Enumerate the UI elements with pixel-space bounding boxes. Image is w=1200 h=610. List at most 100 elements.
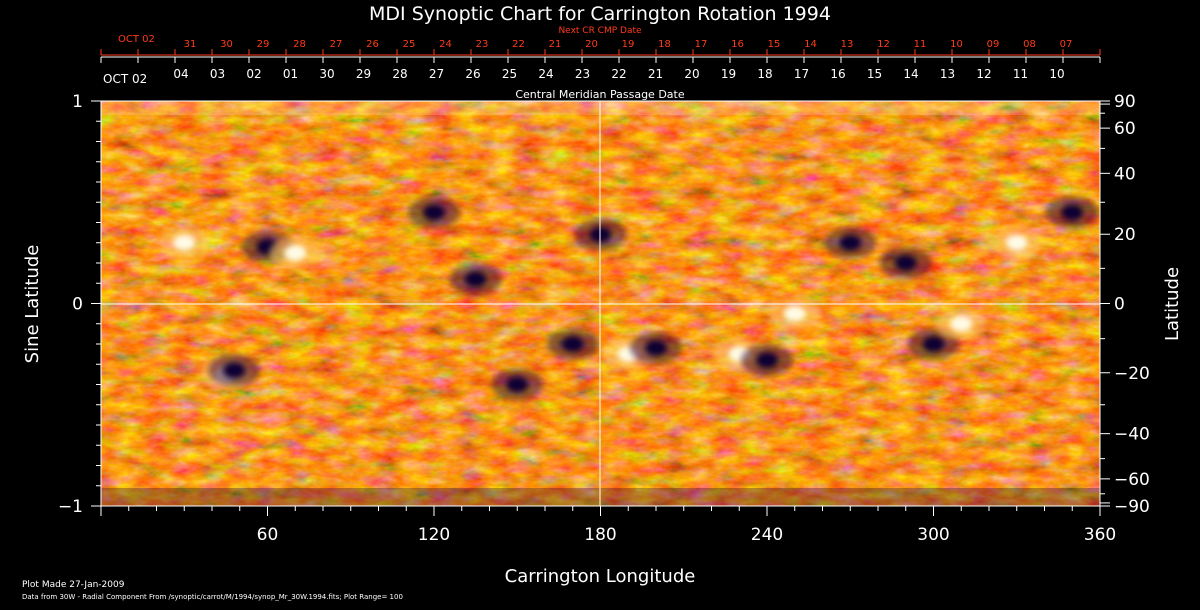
cmp-date: 23 xyxy=(575,67,590,81)
next-cmp-date: 08 xyxy=(1023,39,1036,50)
cmp-date: 15 xyxy=(867,67,882,81)
cmp-date: 13 xyxy=(940,67,955,81)
next-cmp-date: 24 xyxy=(439,39,452,50)
top-axis-next-cmp: OCT 02 31 30 29 28 27 26 25 24 23 22 21 20 19 18 17 16 15… xyxy=(100,34,1101,56)
chart-title: MDI Synoptic Chart for Carrington Rotati… xyxy=(369,3,831,25)
x-axis-title: Carrington Longitude xyxy=(505,566,696,587)
active-region-positive xyxy=(173,234,196,251)
active-region-positive xyxy=(783,305,806,322)
y-right-tick-label: 40 xyxy=(1114,164,1136,184)
cmp-date: 03 xyxy=(210,67,225,81)
cmp-date: 11 xyxy=(1013,67,1028,81)
cmp-date: 27 xyxy=(429,67,444,81)
y-axis-right: 90 60 40 20 0 −20 −40 −60 −90 xyxy=(1100,92,1150,517)
top-axis-cmp: OCT 02 04 03 02 01 30 29 28 27 26 25 24 23 22 21 20 19 18… xyxy=(100,56,1101,86)
y-axis-left: 1 0 −1 xyxy=(58,92,101,517)
cmp-date: 10 xyxy=(1049,67,1064,81)
next-cmp-axis-label: Next CR CMP Date xyxy=(558,26,642,36)
next-cmp-date: 17 xyxy=(695,39,708,50)
next-cmp-date: 16 xyxy=(731,39,744,50)
cmp-date: 04 xyxy=(173,67,188,81)
next-cmp-date: 18 xyxy=(658,39,671,50)
next-cmp-date: 15 xyxy=(768,39,781,50)
footer-plot-made: Plot Made 27-Jan-2009 xyxy=(22,580,125,590)
cmp-date: 22 xyxy=(611,67,626,81)
y-right-tick-label: −90 xyxy=(1114,497,1150,517)
cmp-date: 26 xyxy=(465,67,480,81)
y-right-tick-label: 60 xyxy=(1114,119,1136,139)
next-cmp-date: 31 xyxy=(184,39,197,50)
cmp-date: 21 xyxy=(648,67,663,81)
x-tick-label: 180 xyxy=(584,525,616,545)
next-cmp-date: 22 xyxy=(512,39,525,50)
active-region-negative xyxy=(894,255,917,271)
cmp-date: 30 xyxy=(319,67,334,81)
y-right-tick-label: −60 xyxy=(1114,470,1150,490)
active-region-positive xyxy=(284,244,307,261)
x-tick-label: 300 xyxy=(917,525,949,545)
y-right-tick-label: 20 xyxy=(1114,225,1136,245)
next-cmp-date: 29 xyxy=(257,39,270,50)
next-cmp-date: 13 xyxy=(841,39,854,50)
y-left-tick-label: −1 xyxy=(58,497,83,517)
cmp-date: 14 xyxy=(903,67,918,81)
next-cmp-start-label: OCT 02 xyxy=(118,34,155,45)
cmp-date: 01 xyxy=(283,67,298,81)
active-region-negative xyxy=(561,336,584,352)
cmp-date: 12 xyxy=(976,67,991,81)
active-region-negative xyxy=(1061,204,1084,221)
cmp-date: 29 xyxy=(356,67,371,81)
cmp-date: 18 xyxy=(757,67,772,81)
y-axis-right-title: Latitude xyxy=(1162,267,1183,341)
next-cmp-date: 14 xyxy=(804,39,817,50)
active-regions xyxy=(158,196,1099,401)
next-cmp-date: 19 xyxy=(622,39,635,50)
cmp-date: 24 xyxy=(538,67,553,81)
next-cmp-date: 21 xyxy=(549,39,562,50)
cmp-date: 20 xyxy=(684,67,699,81)
x-tick-label: 360 xyxy=(1084,525,1116,545)
x-axis: 60 120 180 240 300 360 xyxy=(100,506,1116,545)
next-cmp-date: 23 xyxy=(476,39,489,50)
active-region-negative xyxy=(645,340,667,357)
y-right-tick-label: 0 xyxy=(1114,295,1125,315)
cmp-date: 16 xyxy=(830,67,845,81)
cmp-date: 25 xyxy=(502,67,517,81)
next-cmp-date: 12 xyxy=(877,39,890,50)
next-cmp-date: 26 xyxy=(366,39,379,50)
next-cmp-date: 27 xyxy=(330,39,343,50)
y-left-tick-label: 1 xyxy=(72,92,83,112)
active-region-positive xyxy=(950,315,973,332)
next-cmp-date: 28 xyxy=(293,39,306,50)
active-region-negative xyxy=(839,234,862,251)
y-axis-left-title: Sine Latitude xyxy=(22,245,43,364)
next-cmp-date: 11 xyxy=(914,39,927,50)
footer-data-info: Data from 30W - Radial Component From /s… xyxy=(22,593,403,601)
y-left-tick-label: 0 xyxy=(72,295,83,315)
active-region-positive xyxy=(1005,234,1028,251)
x-tick-label: 120 xyxy=(418,525,450,545)
next-cmp-date: 10 xyxy=(950,39,963,50)
cmp-date: 17 xyxy=(794,67,809,81)
cmp-date: 28 xyxy=(392,67,407,81)
next-cmp-date: 25 xyxy=(403,39,416,50)
y-right-tick-label: −40 xyxy=(1114,425,1150,445)
x-tick-label: 240 xyxy=(751,525,783,545)
next-cmp-date: 20 xyxy=(585,39,598,50)
y-right-tick-label: 90 xyxy=(1114,92,1136,112)
y-right-tick-label: −20 xyxy=(1114,364,1150,384)
cmp-date: 19 xyxy=(721,67,736,81)
x-tick-label: 60 xyxy=(257,525,279,545)
cmp-date: 02 xyxy=(246,67,261,81)
active-region-negative xyxy=(223,362,246,379)
active-region-negative xyxy=(756,352,778,369)
next-cmp-date: 07 xyxy=(1060,39,1073,50)
cmp-axis-label: Central Meridian Passage Date xyxy=(515,88,684,101)
next-cmp-date: 30 xyxy=(220,39,233,50)
active-region-negative xyxy=(464,271,487,288)
next-cmp-date: 09 xyxy=(987,39,1000,50)
active-region-negative xyxy=(922,336,945,352)
cmp-start-label: OCT 02 xyxy=(103,72,147,86)
active-region-negative xyxy=(506,376,529,393)
